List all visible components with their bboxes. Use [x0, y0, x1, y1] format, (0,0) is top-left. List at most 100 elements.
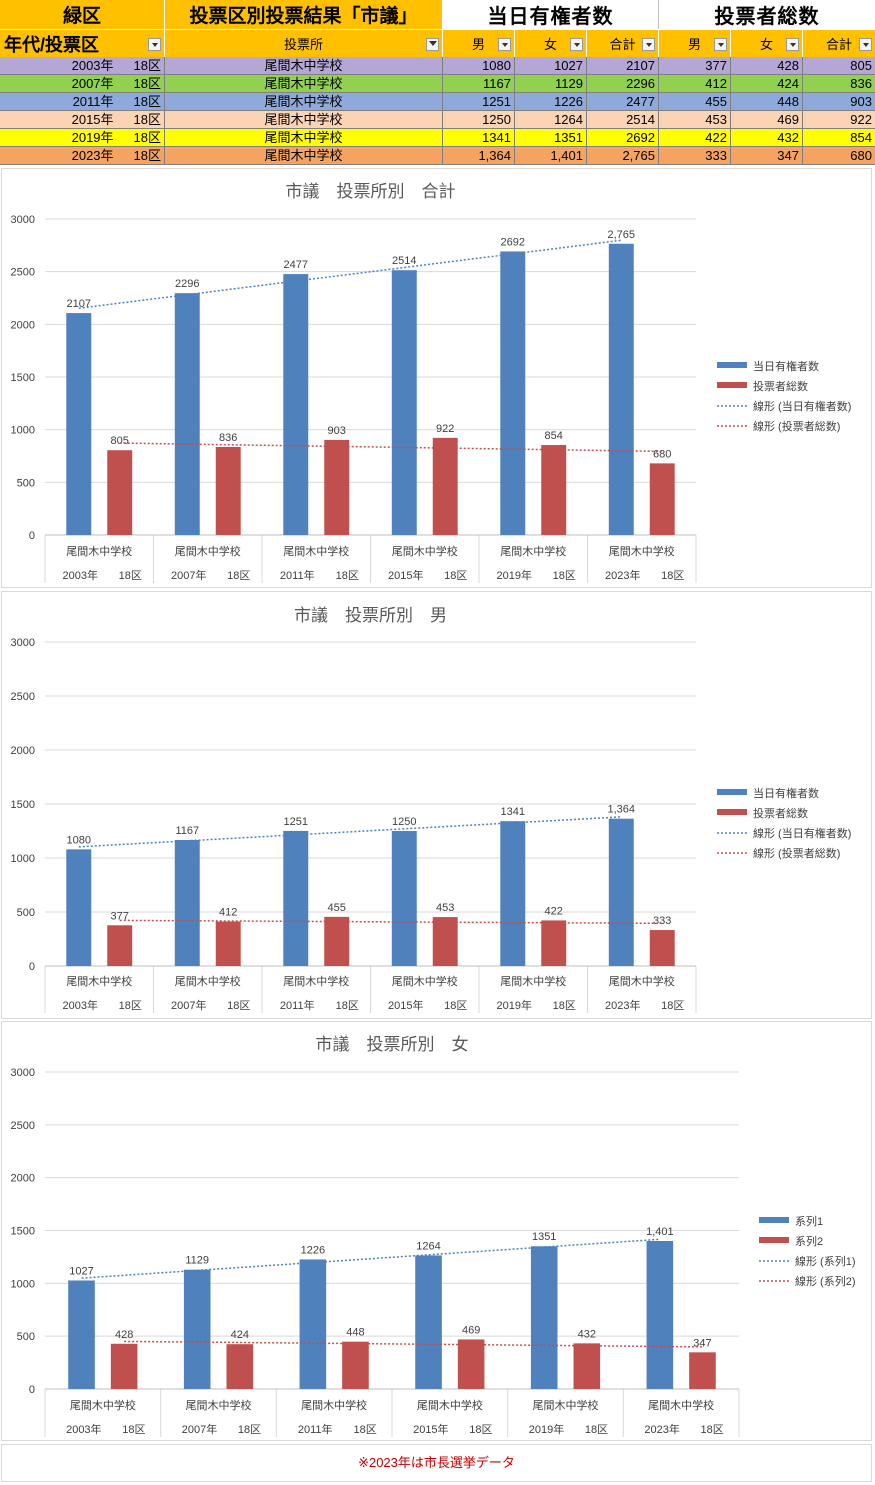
- category-year-label: 2003年: [63, 568, 98, 582]
- col-header-total-eligible[interactable]: 合計: [587, 29, 659, 57]
- cell-m1[interactable]: 1,364: [443, 147, 515, 164]
- cell-year: 2023年: [71, 148, 114, 163]
- cell-station[interactable]: 尾間木中学校: [165, 75, 443, 92]
- cell-m2[interactable]: 412: [659, 75, 731, 92]
- cell-m1[interactable]: 1080: [443, 57, 515, 74]
- cell-station[interactable]: 尾間木中学校: [165, 93, 443, 110]
- legend-label: 線形 (当日有権者数): [753, 399, 851, 413]
- data-label: 2296: [175, 278, 199, 290]
- cell-t2[interactable]: 903: [850, 94, 872, 109]
- cell-station[interactable]: 尾間木中学校: [165, 129, 443, 146]
- chart-total[interactable]: 市議 投票所別 合計 0 500 1000 1500 2000 2500 3000 2107 22…: [1, 168, 872, 588]
- cell-f2[interactable]: 432: [731, 129, 803, 146]
- cell-t1[interactable]: 2296: [587, 75, 659, 92]
- cell-m2[interactable]: 455: [659, 93, 731, 110]
- cell-era[interactable]: 2003年 18区: [0, 57, 165, 74]
- data-label: 1251: [284, 816, 308, 828]
- category-district-label: 18区: [469, 1424, 492, 1436]
- y-tick-label: 0: [29, 961, 35, 973]
- y-tick-label: 3000: [11, 1067, 35, 1079]
- cell-t2[interactable]: 922: [850, 112, 872, 127]
- col-header-female-voters[interactable]: 女: [731, 29, 803, 57]
- bar: [432, 437, 458, 535]
- cell-t2[interactable]: 854: [850, 130, 872, 145]
- cell-t1[interactable]: 2477: [587, 93, 659, 110]
- data-label: 428: [115, 1329, 133, 1341]
- cell-station[interactable]: 尾間木中学校: [165, 111, 443, 128]
- cell-m1[interactable]: 1250: [443, 111, 515, 128]
- category-district-label: 18区: [227, 1000, 250, 1012]
- cell-t2[interactable]: 805: [850, 58, 872, 73]
- filter-active-icon[interactable]: [426, 38, 439, 51]
- data-label: 1,364: [608, 804, 636, 816]
- cell-f1[interactable]: 1129: [515, 75, 587, 92]
- category-label: 尾間木中学校: [533, 1398, 599, 1412]
- cell-t1[interactable]: 2692: [587, 129, 659, 146]
- col-header-total-voters[interactable]: 合計: [803, 29, 875, 57]
- category-label: 尾間木中学校: [648, 1398, 714, 1412]
- col-header-label: 男: [687, 37, 701, 52]
- filter-dropdown-icon[interactable]: [714, 38, 727, 51]
- category-district-label: 18区: [661, 570, 684, 582]
- cell-era[interactable]: 2011年 18区: [0, 93, 165, 110]
- legend-swatch: [717, 809, 747, 815]
- cell-f1[interactable]: 1226: [515, 93, 587, 110]
- cell-f2[interactable]: 428: [731, 57, 803, 74]
- chart-female[interactable]: 市議 投票所別 女 0 500 1000 1500 2000 2500 3000 1027 112…: [1, 1021, 872, 1441]
- cell-f1[interactable]: 1264: [515, 111, 587, 128]
- filter-dropdown-icon[interactable]: [148, 38, 161, 51]
- data-label: 1226: [301, 1244, 325, 1256]
- cell-station[interactable]: 尾間木中学校: [165, 147, 443, 164]
- cell-m2[interactable]: 422: [659, 129, 731, 146]
- chart-male-canvas: 市議 投票所別 男 0 500 1000 1500 2000 2500 3000 1080 116…: [11, 606, 851, 1013]
- col-header-female-eligible[interactable]: 女: [515, 29, 587, 57]
- cell-m1[interactable]: 1167: [443, 75, 515, 92]
- data-label: 333: [653, 915, 671, 927]
- y-tick-label: 500: [17, 907, 35, 919]
- table-row: 2023年 18区 尾間木中学校 1,364 1,401 2,765 333 347 680: [0, 147, 875, 165]
- filter-dropdown-icon[interactable]: [498, 38, 511, 51]
- cell-f2[interactable]: 347: [731, 147, 803, 164]
- col-header-male-eligible[interactable]: 男: [443, 29, 515, 57]
- data-label: 377: [111, 910, 129, 922]
- category-label: 尾間木中学校: [392, 544, 458, 558]
- cell-t1[interactable]: 2107: [587, 57, 659, 74]
- legend-label: 投票者総数: [753, 806, 808, 820]
- col-header-male-voters[interactable]: 男: [659, 29, 731, 57]
- data-label: 1250: [392, 816, 416, 828]
- cell-m1[interactable]: 1251: [443, 93, 515, 110]
- filter-dropdown-icon[interactable]: [859, 38, 872, 51]
- filter-dropdown-icon[interactable]: [570, 38, 583, 51]
- cell-t2[interactable]: 680: [850, 148, 872, 163]
- cell-t1[interactable]: 2514: [587, 111, 659, 128]
- cell-era[interactable]: 2015年 18区: [0, 111, 165, 128]
- data-label: 1341: [501, 806, 525, 818]
- filter-dropdown-icon[interactable]: [642, 38, 655, 51]
- chart-male[interactable]: 市議 投票所別 男 0 500 1000 1500 2000 2500 3000 1080 116…: [1, 591, 872, 1019]
- col-header-era-label: 年代/投票区: [4, 34, 100, 55]
- eligible-voters-header: 当日有権者数: [443, 0, 659, 29]
- cell-f1[interactable]: 1027: [515, 57, 587, 74]
- cell-t1[interactable]: 2,765: [587, 147, 659, 164]
- data-label: 448: [346, 1327, 364, 1339]
- category-label: 尾間木中学校: [301, 1398, 367, 1412]
- cell-f2[interactable]: 469: [731, 111, 803, 128]
- cell-era[interactable]: 2023年 18区: [0, 147, 165, 164]
- bar: [415, 1255, 442, 1389]
- col-header-era[interactable]: 年代/投票区: [0, 29, 165, 57]
- filter-dropdown-icon[interactable]: [786, 38, 799, 51]
- cell-f2[interactable]: 448: [731, 93, 803, 110]
- cell-m2[interactable]: 377: [659, 57, 731, 74]
- cell-f1[interactable]: 1351: [515, 129, 587, 146]
- cell-station[interactable]: 尾間木中学校: [165, 57, 443, 74]
- cell-era[interactable]: 2007年 18区: [0, 75, 165, 92]
- col-header-station[interactable]: 投票所: [165, 29, 443, 57]
- cell-era[interactable]: 2019年 18区: [0, 129, 165, 146]
- cell-f2[interactable]: 424: [731, 75, 803, 92]
- cell-t2[interactable]: 836: [850, 76, 872, 91]
- cell-m2[interactable]: 333: [659, 147, 731, 164]
- trendline: [81, 1238, 660, 1279]
- cell-m2[interactable]: 453: [659, 111, 731, 128]
- cell-m1[interactable]: 1341: [443, 129, 515, 146]
- cell-f1[interactable]: 1,401: [515, 147, 587, 164]
